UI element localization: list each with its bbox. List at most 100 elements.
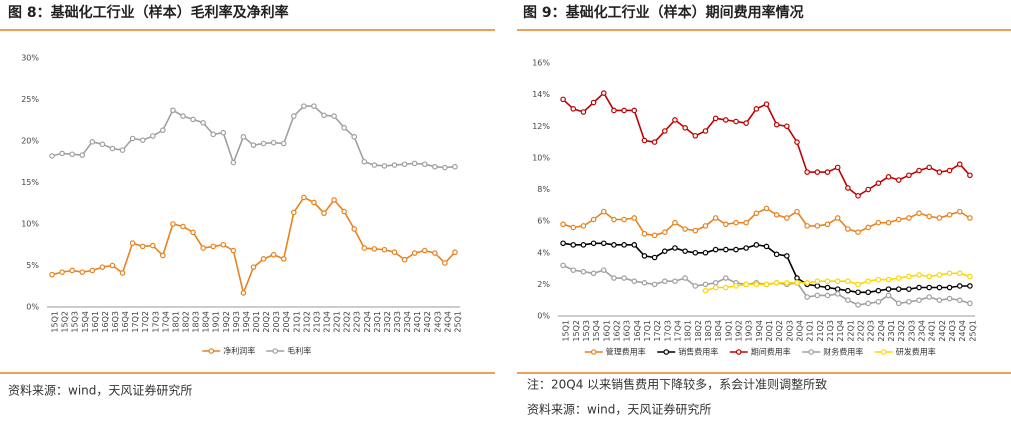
legend-label: 毛利率 (287, 346, 311, 356)
marker (926, 284, 933, 291)
x-tick-label: 19Q3 (232, 311, 241, 333)
marker (452, 163, 458, 170)
marker (580, 109, 587, 115)
marker (149, 133, 156, 139)
marker (967, 283, 973, 289)
x-tick-label: 21Q3 (826, 320, 835, 342)
marker (621, 216, 627, 223)
x-tick-label: 17Q3 (663, 320, 672, 342)
marker (600, 90, 607, 96)
marker (743, 281, 749, 288)
marker (139, 137, 146, 143)
y-tick-label: 14% (532, 90, 550, 99)
marker (590, 216, 597, 223)
marker (69, 267, 75, 274)
marker (804, 294, 810, 300)
marker (733, 283, 739, 289)
x-tick-label: 16Q2 (612, 320, 621, 342)
marker (270, 139, 277, 146)
marker (956, 270, 963, 277)
marker (967, 273, 973, 280)
marker (621, 242, 627, 248)
marker (946, 167, 953, 174)
marker (712, 246, 719, 253)
chart-title: 图 8：基础化工行业（样本）毛利率及净利率 (8, 4, 289, 21)
marker (885, 219, 892, 226)
marker (421, 161, 428, 168)
marker (916, 297, 922, 303)
x-tick-label: 20Q4 (282, 311, 291, 333)
y-tick-label: 12% (532, 122, 550, 131)
marker (170, 107, 176, 114)
x-tick-label: 18Q4 (202, 311, 211, 333)
marker (845, 226, 851, 232)
x-tick-label: 19Q3 (745, 320, 754, 342)
x-tick-label: 15Q3 (582, 320, 591, 342)
marker (651, 254, 658, 261)
marker (79, 269, 86, 275)
legend-marker (272, 348, 279, 354)
marker (906, 172, 912, 179)
marker (560, 240, 566, 247)
x-tick-label: 17Q1 (131, 311, 140, 333)
marker (926, 213, 933, 220)
marker (149, 242, 156, 249)
marker (250, 142, 257, 148)
marker (784, 253, 790, 259)
marker (712, 279, 719, 286)
y-tick-label: 0% (537, 312, 550, 321)
marker (865, 186, 872, 193)
marker (865, 224, 872, 231)
marker (570, 106, 577, 112)
marker (611, 242, 617, 248)
x-tick-label: 20Q4 (796, 320, 805, 342)
marker (600, 240, 607, 247)
marker (834, 278, 841, 285)
marker (661, 278, 668, 285)
marker (311, 103, 317, 109)
x-tick-label: 21Q4 (323, 311, 332, 333)
legend-marker (880, 349, 887, 355)
x-tick-label: 21Q2 (816, 320, 825, 342)
marker (59, 269, 65, 275)
marker (570, 267, 577, 273)
marker (956, 283, 963, 289)
x-tick-label: 22Q1 (846, 320, 855, 342)
x-tick-label: 23Q3 (907, 320, 916, 342)
marker (743, 219, 749, 226)
marker (611, 275, 617, 281)
x-tick-label: 22Q2 (857, 320, 866, 342)
marker (875, 219, 882, 226)
legend-marker (735, 349, 742, 355)
marker (946, 270, 953, 277)
marker (753, 106, 760, 112)
marker (763, 101, 770, 107)
marker (926, 294, 933, 300)
marker (139, 243, 146, 250)
marker (672, 245, 678, 251)
marker (432, 163, 438, 170)
marker (570, 224, 577, 231)
marker (381, 163, 388, 169)
marker (946, 284, 953, 291)
x-tick-label: 24Q4 (958, 320, 967, 342)
marker (240, 134, 247, 140)
marker (631, 215, 638, 221)
marker (280, 140, 287, 147)
marker (936, 297, 943, 303)
marker (361, 158, 368, 165)
marker (753, 281, 760, 288)
source: 资料来源：wind，天风证券研究所 (8, 383, 192, 398)
marker (401, 161, 408, 168)
marker (391, 249, 398, 256)
x-tick-label: 17Q3 (151, 311, 160, 333)
marker (763, 205, 770, 212)
x-tick-label: 23Q4 (918, 320, 927, 342)
x-tick-label: 18Q3 (704, 320, 713, 342)
x-tick-label: 17Q2 (141, 311, 150, 333)
marker (834, 164, 841, 171)
x-tick-label: 15Q2 (572, 320, 581, 342)
marker (220, 241, 227, 248)
marker (702, 128, 709, 134)
marker (270, 251, 277, 258)
